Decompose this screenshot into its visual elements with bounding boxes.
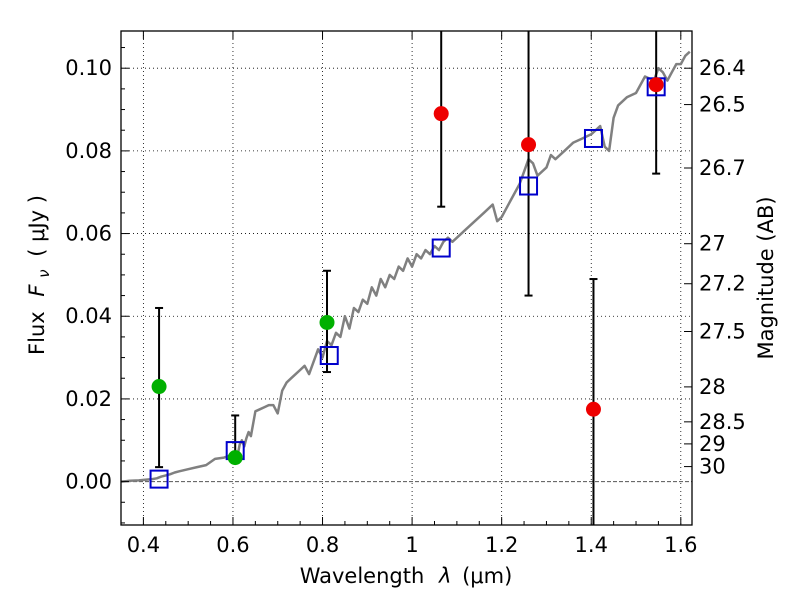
observed-flux-point — [585, 401, 601, 417]
y-axis-label-symbol: F — [25, 284, 49, 297]
y-tick-label: 0.08 — [65, 139, 112, 163]
model-photometry-square — [519, 176, 539, 196]
x-tick-label: 0.8 — [306, 533, 339, 557]
y-tick-label: 0.00 — [65, 470, 112, 494]
y2-tick-label: 28.5 — [699, 410, 746, 434]
observed-flux-point — [151, 379, 167, 395]
observed-flux-point — [648, 77, 664, 93]
y-axis-label-subscript: ν — [35, 269, 53, 277]
x-axis-label: Wavelength λ (μm) — [300, 564, 513, 588]
model-photometry-square — [431, 238, 451, 258]
axis-ticks: 0.4 0.6 0.8 1 1.2 1.4 1.6 0.00 0.02 0.04 0.06 0.08 0… — [65, 31, 746, 557]
y-axis-label-prefix: Flux — [25, 311, 49, 355]
model-photometry-square — [583, 128, 603, 148]
model-photometry-square — [149, 469, 169, 489]
y-tick-label: 0.02 — [65, 387, 112, 411]
x-tick-label: 1.6 — [664, 533, 697, 557]
y-axis-label: Flux F ν ( μJy ) — [25, 195, 54, 355]
x-tick-label: 0.6 — [216, 533, 249, 557]
model-photometry-square — [319, 346, 339, 366]
x-axis-label-unit: (μm) — [462, 564, 512, 588]
x-tick-label: 1 — [405, 533, 418, 557]
y2-tick-label: 27 — [699, 232, 726, 256]
y2-tick-label: 28 — [699, 375, 726, 399]
observed-flux-point — [319, 314, 335, 330]
x-tick-label: 0.4 — [127, 533, 160, 557]
y-axis-label-unit: ( μJy ) — [25, 195, 49, 257]
plot-area — [121, 31, 692, 525]
x-tick-label: 1.4 — [575, 533, 608, 557]
x-axis-label-symbol: λ — [438, 564, 451, 588]
y2-tick-label: 29 — [699, 432, 726, 456]
y-tick-label: 0.10 — [65, 56, 112, 80]
y2-tick-label: 26.7 — [699, 156, 746, 180]
y2-tick-label: 30 — [699, 455, 726, 479]
observed-flux-point — [433, 106, 449, 122]
y2-tick-label: 27.5 — [699, 320, 746, 344]
observed-flux-point — [521, 137, 537, 153]
y2-tick-label: 26.5 — [699, 93, 746, 117]
y2-axis-label: Magnitude (AB) — [754, 196, 778, 359]
y-tick-label: 0.06 — [65, 222, 112, 246]
plot-frame — [120, 30, 693, 526]
observed-flux-point — [227, 450, 243, 466]
y2-tick-label: 27.2 — [699, 272, 746, 296]
x-axis-label-prefix: Wavelength — [300, 564, 425, 588]
y-tick-label: 0.04 — [65, 304, 112, 328]
x-tick-label: 1.2 — [485, 533, 518, 557]
series-layer — [120, 31, 691, 525]
y2-tick-label: 26.4 — [699, 56, 746, 80]
